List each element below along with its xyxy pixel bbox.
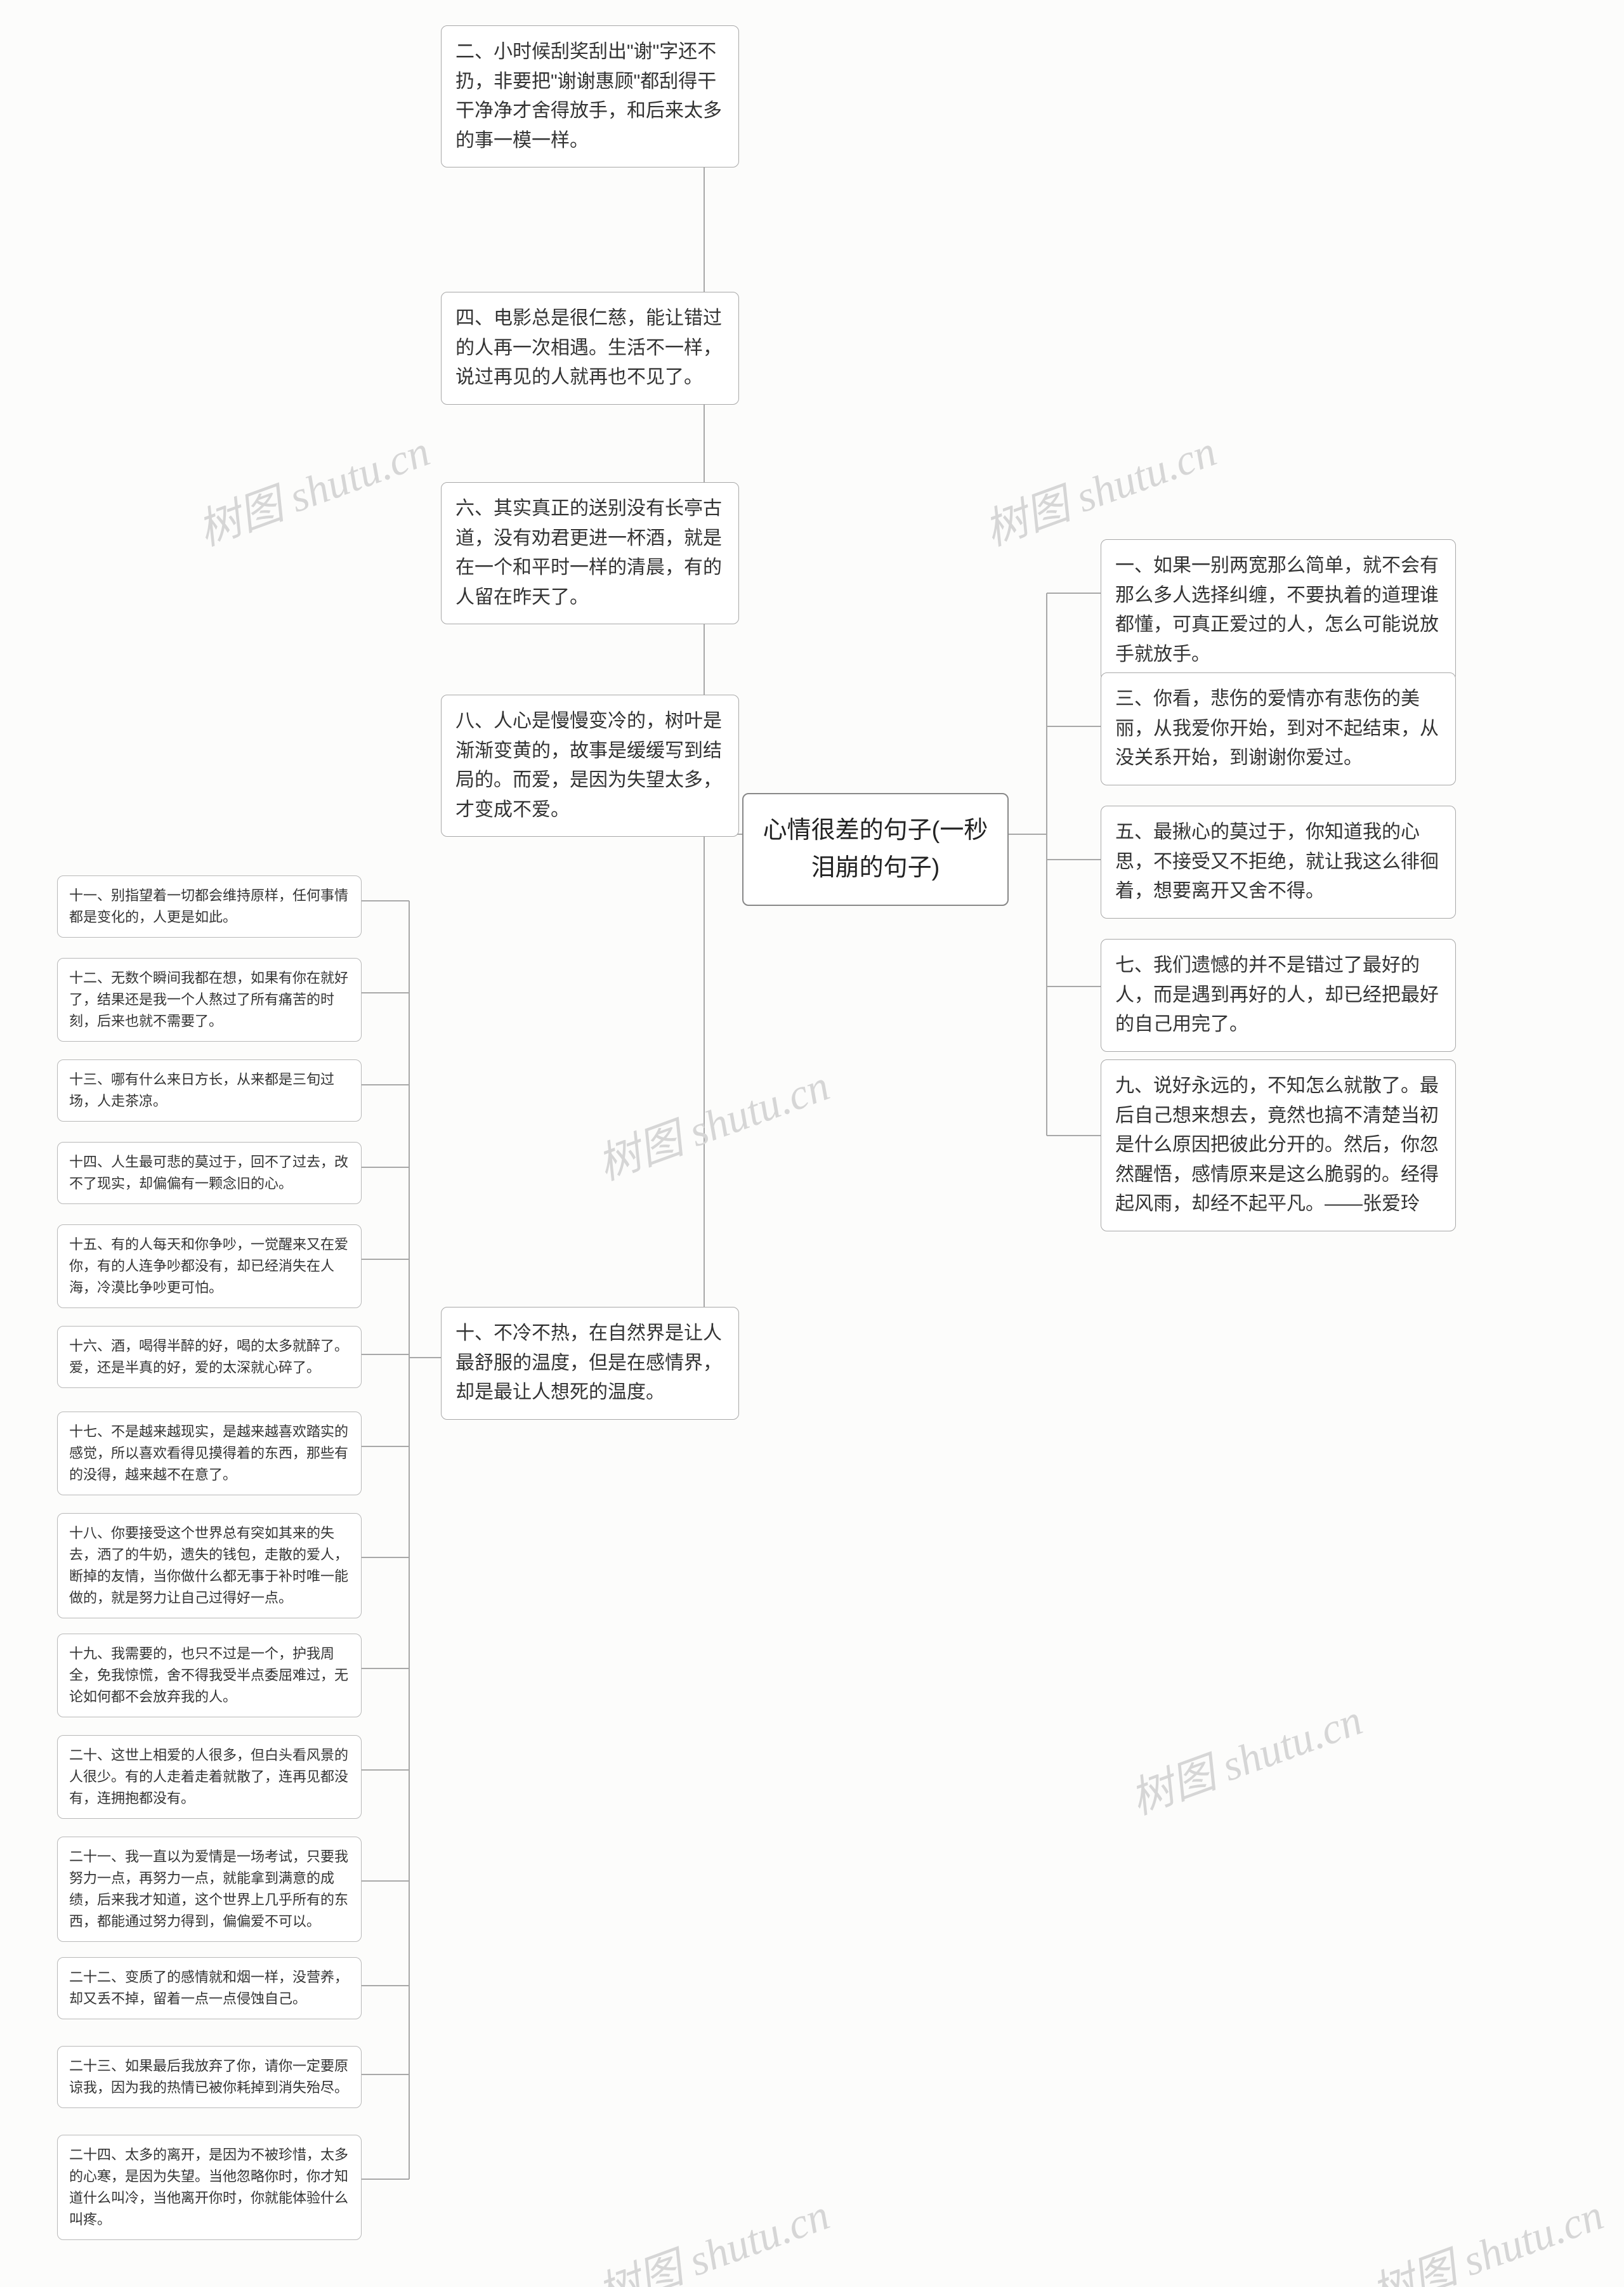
far-node-2: 十二、无数个瞬间我都在想，如果有你在就好了，结果还是我一个人熬过了所有痛苦的时刻…: [57, 958, 362, 1042]
root-node: 心情很差的句子(一秒泪崩的句子): [742, 793, 1009, 906]
far-node-14: 二十四、太多的离开，是因为不被珍惜，太多的心寒，是因为失望。当他忽略你时，你才知…: [57, 2135, 362, 2240]
far-node-7: 十七、不是越来越现实，是越来越喜欢踏实的感觉，所以喜欢看得见摸得着的东西，那些有…: [57, 1412, 362, 1495]
far-node-6: 十六、酒，喝得半醉的好，喝的太多就醉了。爱，还是半真的好，爱的太深就心碎了。: [57, 1326, 362, 1388]
far-node-10: 二十、这世上相爱的人很多，但白头看风景的人很少。有的人走着走着就散了，连再见都没…: [57, 1735, 362, 1819]
watermark-3: 树图 shutu.cn: [587, 1050, 836, 1192]
right-node-3: 五、最揪心的莫过于，你知道我的心思，不接受又不拒绝，就让我这么徘徊着，想要离开又…: [1101, 806, 1456, 919]
far-node-3: 十三、哪有什么来日方长，从来都是三旬过场，人走茶凉。: [57, 1059, 362, 1122]
watermark-6: 树图 shutu.cn: [1361, 2179, 1610, 2287]
mid-node-2: 四、电影总是很仁慈，能让错过的人再一次相遇。生活不一样，说过再见的人就再也不见了…: [441, 292, 739, 405]
watermark-5: 树图 shutu.cn: [587, 2179, 836, 2287]
watermark-2: 树图 shutu.cn: [974, 416, 1223, 558]
right-node-4: 七、我们遗憾的并不是错过了最好的人，而是遇到再好的人，却已经把最好的自己用完了。: [1101, 939, 1456, 1052]
mid-node-4: 八、人心是慢慢变冷的，树叶是渐渐变黄的，故事是缓缓写到结局的。而爱，是因为失望太…: [441, 695, 739, 837]
far-node-4: 十四、人生最可悲的莫过于，回不了过去，改不了现实，却偏偏有一颗念旧的心。: [57, 1142, 362, 1204]
right-node-2: 三、你看，悲伤的爱情亦有悲伤的美丽，从我爱你开始，到对不起结束，从没关系开始，到…: [1101, 672, 1456, 785]
right-node-1: 一、如果一别两宽那么简单，就不会有那么多人选择纠缠，不要执着的道理谁都懂，可真正…: [1101, 539, 1456, 681]
far-node-8: 十八、你要接受这个世界总有突如其来的失去，洒了的牛奶，遗失的钱包，走散的爱人，断…: [57, 1513, 362, 1618]
far-node-13: 二十三、如果最后我放弃了你，请你一定要原谅我，因为我的热情已被你耗掉到消失殆尽。: [57, 2046, 362, 2108]
far-node-9: 十九、我需要的，也只不过是一个，护我周全，免我惊慌，舍不得我受半点委屈难过，无论…: [57, 1634, 362, 1717]
far-node-12: 二十二、变质了的感情就和烟一样，没营养，却又丢不掉，留着一点一点侵蚀自己。: [57, 1957, 362, 2019]
watermark-1: 树图 shutu.cn: [188, 416, 436, 558]
mid-node-3: 六、其实真正的送别没有长亭古道，没有劝君更进一杯酒，就是在一个和平时一样的清晨，…: [441, 482, 739, 624]
mid-node-1: 二、小时候刮奖刮出"谢"字还不扔，非要把"谢谢惠顾"都刮得干干净净才舍得放手，和…: [441, 25, 739, 167]
far-node-5: 十五、有的人每天和你争吵，一觉醒来又在爱你，有的人连争吵都没有，却已经消失在人海…: [57, 1224, 362, 1308]
right-node-5: 九、说好永远的，不知怎么就散了。最后自己想来想去，竟然也搞不清楚当初是什么原因把…: [1101, 1059, 1456, 1231]
mid-node-5: 十、不冷不热，在自然界是让人最舒服的温度，但是在感情界，却是最让人想死的温度。: [441, 1307, 739, 1420]
far-node-11: 二十一、我一直以为爱情是一场考试，只要我努力一点，再努力一点，就能拿到满意的成绩…: [57, 1837, 362, 1942]
watermark-4: 树图 shutu.cn: [1120, 1684, 1369, 1826]
far-node-1: 十一、别指望着一切都会维持原样，任何事情都是变化的，人更是如此。: [57, 875, 362, 938]
